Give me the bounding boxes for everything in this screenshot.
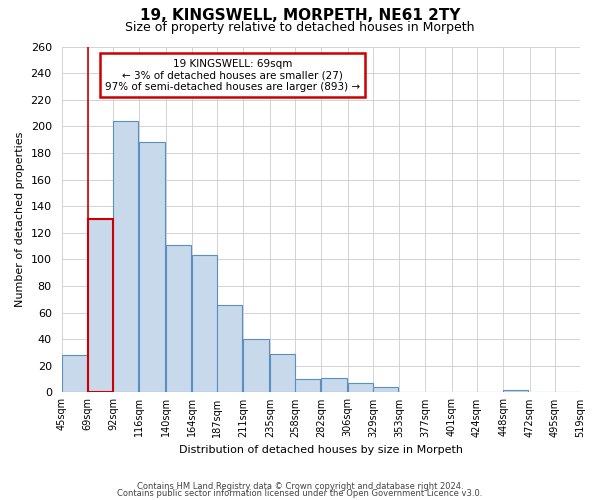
Text: 19 KINGSWELL: 69sqm
← 3% of detached houses are smaller (27)
97% of semi-detache: 19 KINGSWELL: 69sqm ← 3% of detached hou… (105, 58, 360, 92)
Text: 19, KINGSWELL, MORPETH, NE61 2TY: 19, KINGSWELL, MORPETH, NE61 2TY (140, 8, 460, 22)
Bar (62, 355, 87, 393)
Text: Contains public sector information licensed under the Open Government Licence v3: Contains public sector information licen… (118, 489, 482, 498)
Bar (113, 121, 138, 392)
Text: Size of property relative to detached houses in Morpeth: Size of property relative to detached ho… (125, 21, 475, 34)
Bar (139, 142, 164, 392)
Bar (270, 354, 295, 393)
Bar (244, 339, 269, 392)
Bar (217, 304, 242, 392)
Text: Contains HM Land Registry data © Crown copyright and database right 2024.: Contains HM Land Registry data © Crown c… (137, 482, 463, 491)
Bar (192, 256, 217, 392)
Y-axis label: Number of detached properties: Number of detached properties (15, 132, 25, 307)
Bar (322, 378, 347, 392)
Bar (347, 383, 373, 392)
Bar (503, 390, 529, 392)
Bar (295, 379, 320, 392)
Bar (88, 220, 113, 392)
Bar (88, 220, 113, 392)
Bar (166, 244, 191, 392)
Bar (373, 387, 398, 392)
X-axis label: Distribution of detached houses by size in Morpeth: Distribution of detached houses by size … (179, 445, 463, 455)
